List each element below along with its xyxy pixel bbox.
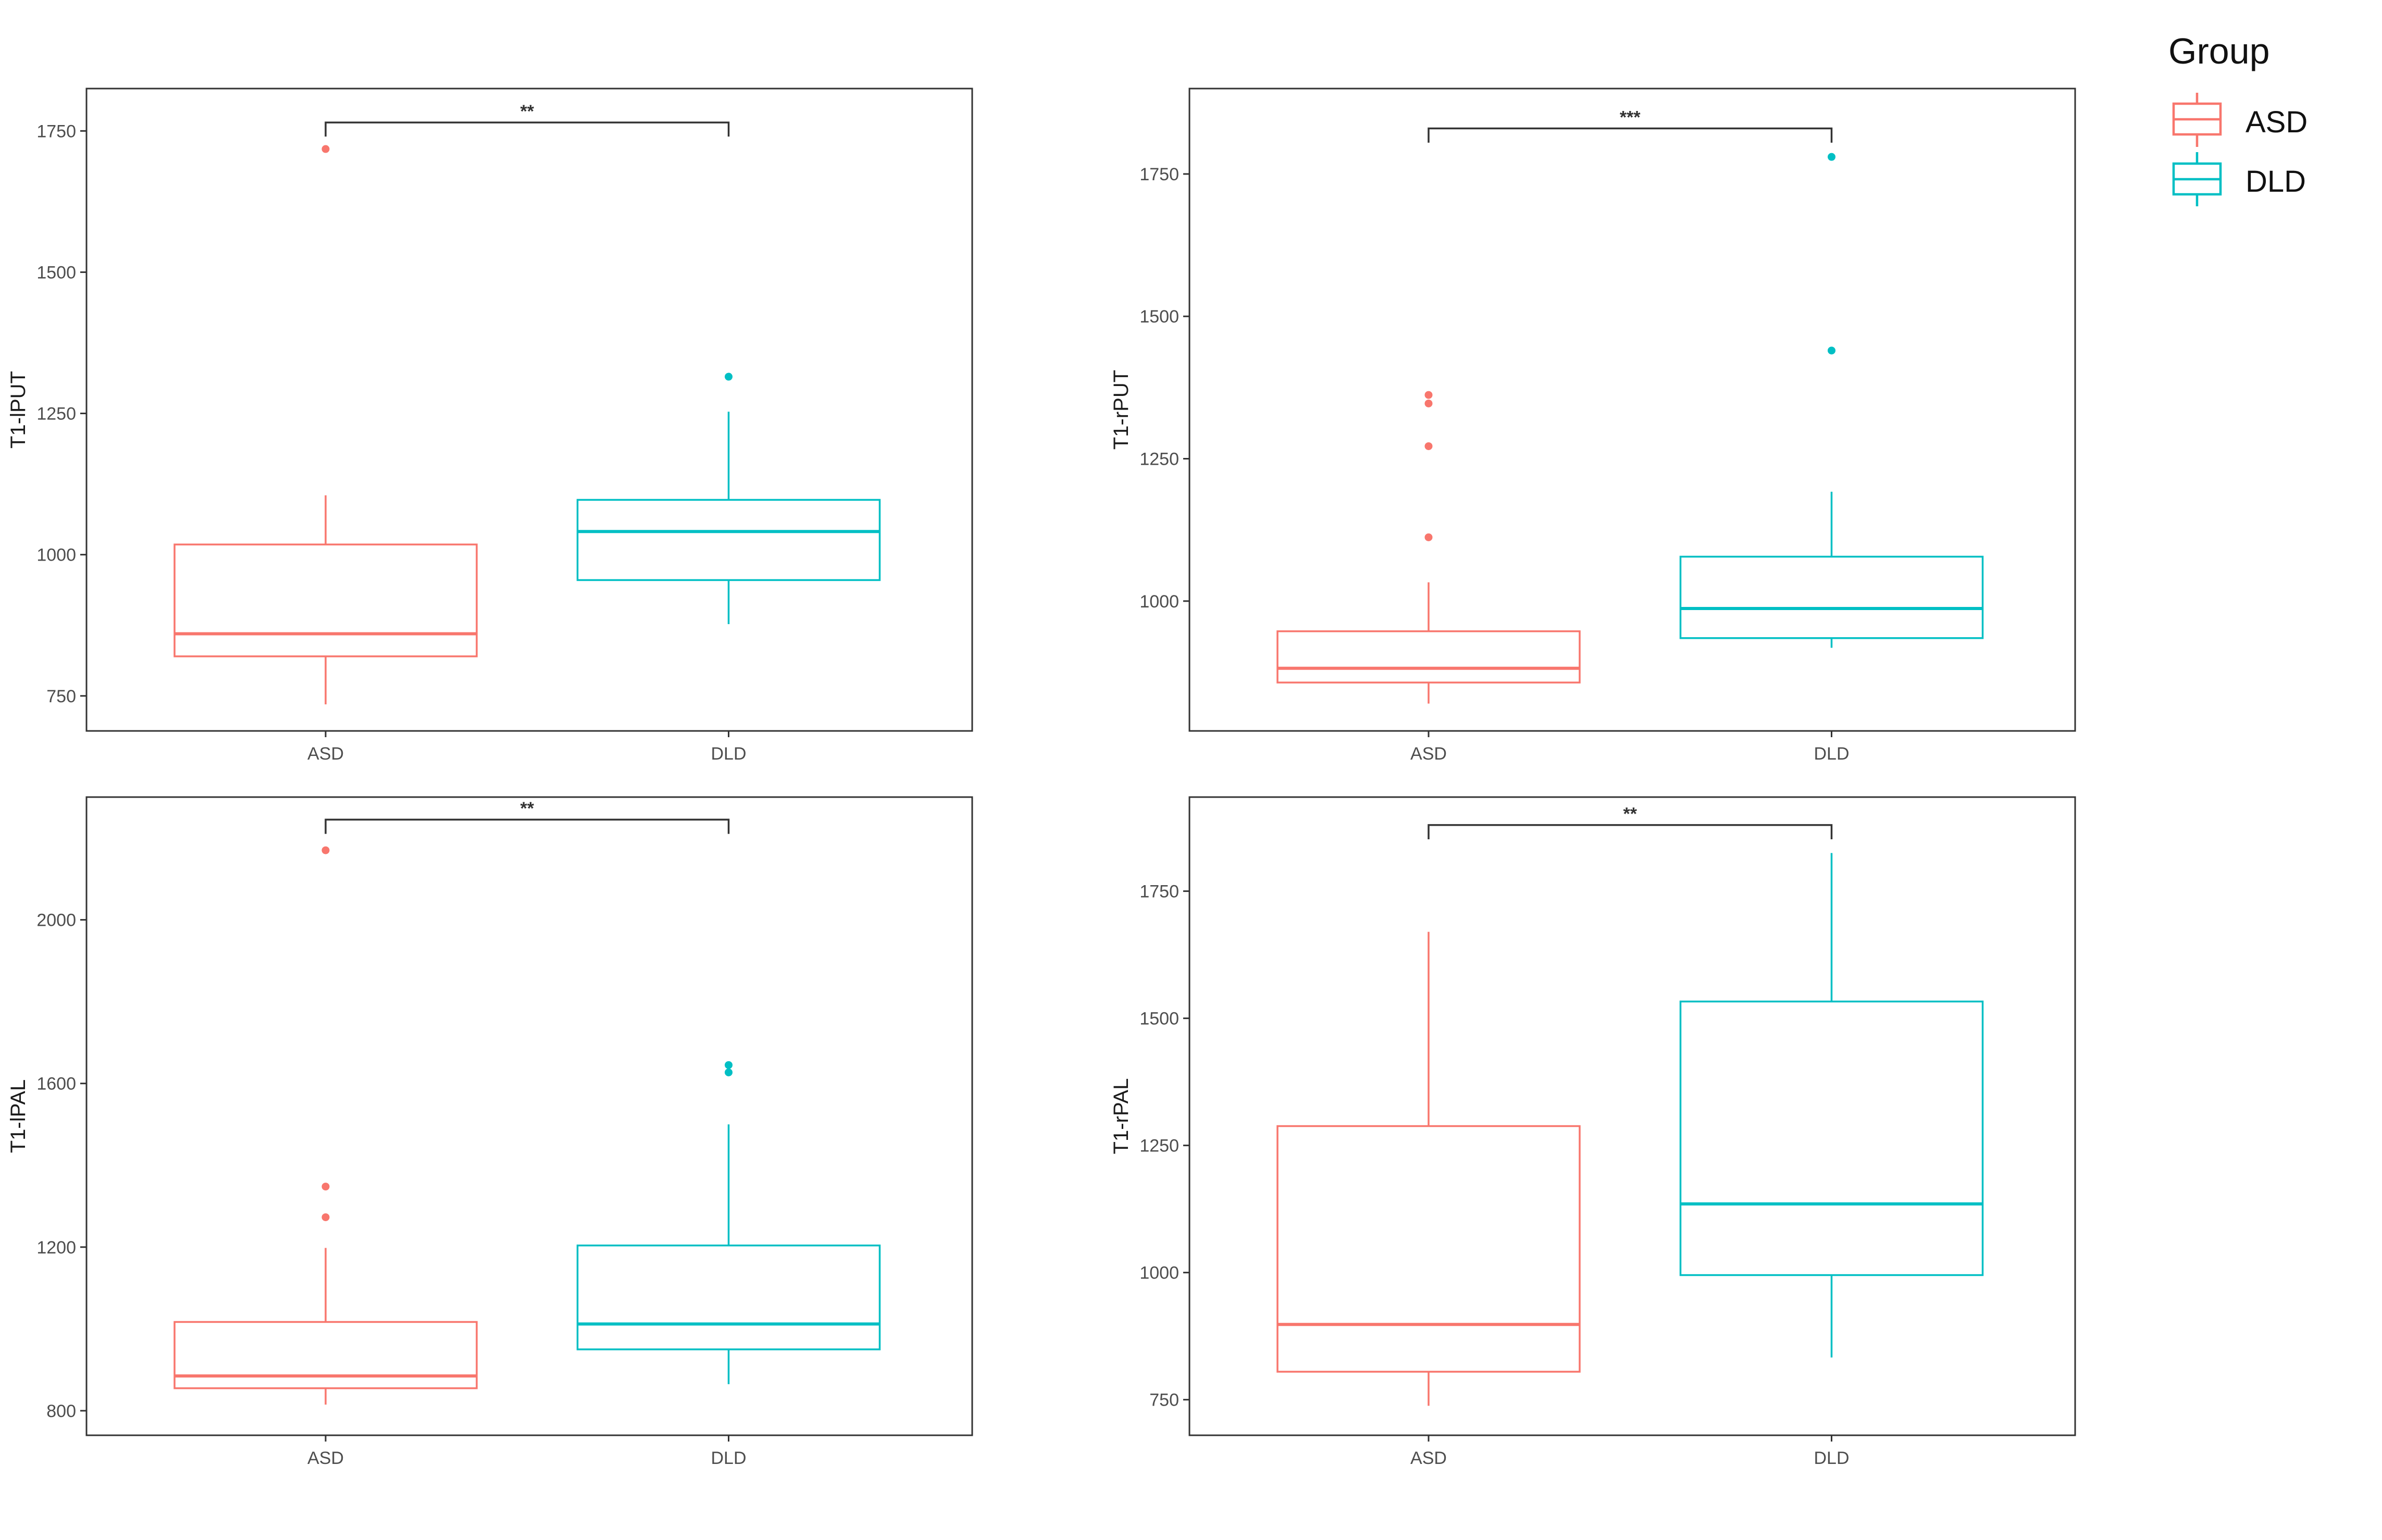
y-tick-label: 1750	[36, 121, 76, 141]
significance-bracket	[325, 121, 730, 137]
outlier-point	[725, 1061, 733, 1069]
iqr-box	[1679, 555, 1984, 639]
y-tick-label: 1000	[1139, 592, 1179, 612]
outlier-point	[1828, 153, 1835, 161]
box-dld	[1679, 853, 1984, 1358]
y-tick-label: 1500	[36, 263, 76, 282]
y-tick-label: 1000	[36, 545, 76, 565]
significance-label: ***	[1620, 108, 1641, 128]
box-dld	[576, 372, 881, 625]
y-tick-label: 750	[1149, 1390, 1179, 1410]
outlier-point	[321, 846, 330, 854]
outlier-point	[1424, 391, 1433, 399]
panels: T1-lPUT 750 1000 1250 1500 1750 ASD DLD ** T1-rPU…	[7, 88, 2076, 1468]
box-asd	[1276, 391, 1581, 704]
legend-title: Group	[2168, 31, 2270, 71]
y-tick-label: 1000	[1139, 1263, 1179, 1283]
y-tick-label: 1250	[1139, 450, 1179, 469]
iqr-box	[576, 1244, 881, 1350]
significance-bracket	[1428, 824, 1833, 840]
x-tick-label-dld: DLD	[711, 744, 746, 764]
outlier-point	[1424, 399, 1433, 407]
legend-label-dld: DLD	[2245, 165, 2306, 198]
y-tick-label: 2000	[36, 911, 76, 930]
y-tick-label: 1750	[1139, 165, 1179, 184]
significance-label: **	[520, 102, 535, 121]
y-tick-label: 1200	[36, 1238, 76, 1258]
x-tick-label-dld: DLD	[1814, 1448, 1849, 1468]
outlier-point	[725, 1068, 733, 1076]
box-asd	[173, 846, 478, 1405]
outlier-point	[1424, 442, 1433, 450]
legend-entry-asd: ASD	[2172, 93, 2307, 147]
outlier-point	[321, 145, 330, 153]
significance-bracket	[325, 818, 730, 834]
legend-label-asd: ASD	[2245, 105, 2307, 139]
box-dld	[1679, 153, 1984, 648]
iqr-box	[1276, 630, 1581, 684]
y-tick-label: 1250	[1139, 1136, 1179, 1156]
significance-bracket	[1428, 127, 1833, 143]
y-tick-label: 1500	[1139, 307, 1179, 327]
legend-entry-dld: DLD	[2172, 152, 2306, 206]
x-tick-label-asd: ASD	[307, 744, 344, 764]
outlier-point	[321, 1183, 330, 1191]
iqr-box	[173, 1321, 478, 1389]
significance-label: **	[1623, 804, 1637, 824]
outlier-point	[321, 1213, 330, 1221]
outlier-point	[725, 372, 733, 381]
outlier-point	[1828, 346, 1835, 355]
iqr-box	[576, 499, 881, 581]
y-axis-label: T1-lPAL	[7, 1079, 30, 1153]
y-axis-label: T1-rPAL	[1110, 1078, 1133, 1154]
box-asd	[1276, 932, 1581, 1406]
y-tick-label: 1500	[1139, 1009, 1179, 1029]
y-tick-label: 1600	[36, 1074, 76, 1094]
y-tick-label: 1750	[1139, 882, 1179, 902]
y-tick-label: 1250	[36, 404, 76, 424]
x-tick-label-asd: ASD	[307, 1448, 344, 1468]
significance-label: **	[520, 799, 535, 818]
legend: Group ASD DLD	[2168, 31, 2307, 206]
panel-t1-rput: T1-rPUT 1000 1250 1500 1750 ASD DLD ***	[1110, 88, 2076, 764]
x-tick-label-asd: ASD	[1410, 744, 1447, 764]
y-axis-label: T1-lPUT	[7, 371, 30, 449]
iqr-box	[1679, 1000, 1984, 1276]
panel-t1-rpal: T1-rPAL 750 1000 1250 1500 1750 ASD DLD **	[1110, 796, 2076, 1468]
iqr-box	[173, 543, 478, 657]
outlier-point	[1424, 533, 1433, 541]
iqr-box	[1276, 1125, 1581, 1373]
box-asd	[173, 145, 478, 705]
y-tick-label: 750	[46, 687, 76, 706]
panel-t1-lpal: T1-lPAL 800 1200 1600 2000 ASD DLD **	[7, 796, 973, 1468]
x-tick-label-dld: DLD	[1814, 744, 1849, 764]
x-tick-label-dld: DLD	[711, 1448, 746, 1468]
y-tick-label: 800	[46, 1401, 76, 1421]
x-tick-label-asd: ASD	[1410, 1448, 1447, 1468]
panel-t1-lput: T1-lPUT 750 1000 1250 1500 1750 ASD DLD **	[7, 88, 973, 764]
y-axis-label: T1-rPUT	[1110, 370, 1133, 450]
box-dld	[576, 1061, 881, 1384]
